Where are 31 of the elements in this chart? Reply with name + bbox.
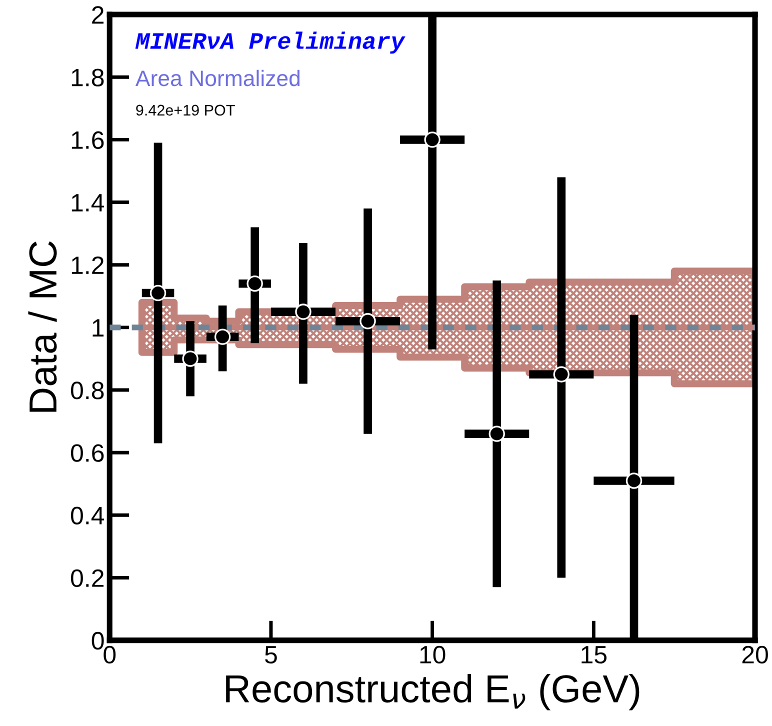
x-tick-label: 15 bbox=[582, 646, 607, 664]
annotation: MINERνA Preliminary bbox=[135, 32, 406, 54]
point bbox=[626, 472, 642, 489]
point bbox=[182, 350, 198, 367]
point bbox=[295, 304, 312, 320]
x-axis-title: Reconstructed E$_{ν}$ (GeV) bbox=[226, 674, 640, 710]
y-tick-label: 1 bbox=[92, 319, 104, 336]
point bbox=[150, 284, 166, 302]
y-tick-label: 0.4 bbox=[70, 506, 104, 524]
point bbox=[360, 313, 376, 330]
point bbox=[246, 276, 263, 292]
annotation: Area Normalized bbox=[135, 70, 300, 86]
y-tick-label: 0.6 bbox=[70, 444, 104, 462]
annotation: 9.42e+19 POT bbox=[136, 104, 235, 116]
y-tick-label: 0 bbox=[92, 632, 104, 650]
point bbox=[424, 132, 440, 148]
x-tick-label: 10 bbox=[420, 646, 446, 664]
y-tick-label: 1.4 bbox=[72, 194, 104, 212]
x-tick-label: 20 bbox=[742, 646, 768, 664]
point bbox=[214, 328, 231, 345]
point bbox=[553, 366, 570, 382]
y-axis-title: Data / MC bbox=[28, 241, 57, 412]
y-tick-label: 0.8 bbox=[70, 382, 104, 400]
y-tick-label: 1.8 bbox=[72, 68, 104, 86]
y-tick-label: 1.2 bbox=[72, 256, 104, 274]
y-tick-label: 0.2 bbox=[70, 569, 104, 588]
x-tick-label: 0 bbox=[104, 646, 116, 664]
point bbox=[488, 426, 505, 442]
x-tick-label: 5 bbox=[265, 646, 277, 664]
y-tick-label: 2 bbox=[92, 6, 104, 24]
y-tick-label: 1.6 bbox=[72, 131, 104, 149]
